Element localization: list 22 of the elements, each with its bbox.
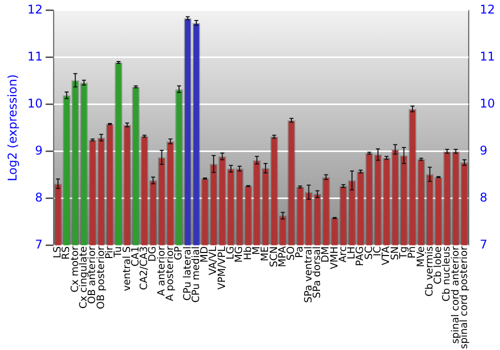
x-tick-label: Pa xyxy=(294,246,306,258)
y-tick-label: 8 xyxy=(35,190,43,204)
y2-tick-label: 9 xyxy=(480,143,488,158)
x-tick-label: spinal cord posterior xyxy=(459,245,470,350)
y2-tick-label: 11 xyxy=(480,49,496,64)
y-tick-label: 9 xyxy=(35,143,43,158)
y2-tick-label: 12 xyxy=(480,2,496,16)
x-tick-label: DG xyxy=(148,246,159,262)
y2-tick-label: 10 xyxy=(480,96,496,110)
x-tick-label: A posterior xyxy=(165,245,176,302)
y2-tick-label: 8 xyxy=(480,190,488,204)
y-tick-label: 7 xyxy=(35,237,43,252)
y2-tick-label: 7 xyxy=(480,237,488,252)
x-tick-label: Tg xyxy=(398,246,410,260)
y-tick-label: 11 xyxy=(27,49,43,64)
y-tick-label: 10 xyxy=(27,96,43,110)
x-tick-label: GP xyxy=(174,246,185,260)
y-tick-label: 12 xyxy=(27,2,43,16)
x-tick-label: MVe xyxy=(416,246,427,268)
x-tick-label: RS xyxy=(61,246,72,260)
y-axis-title: Log2 (expression) xyxy=(5,74,20,182)
x-tick-label: OB posterior xyxy=(96,245,107,310)
